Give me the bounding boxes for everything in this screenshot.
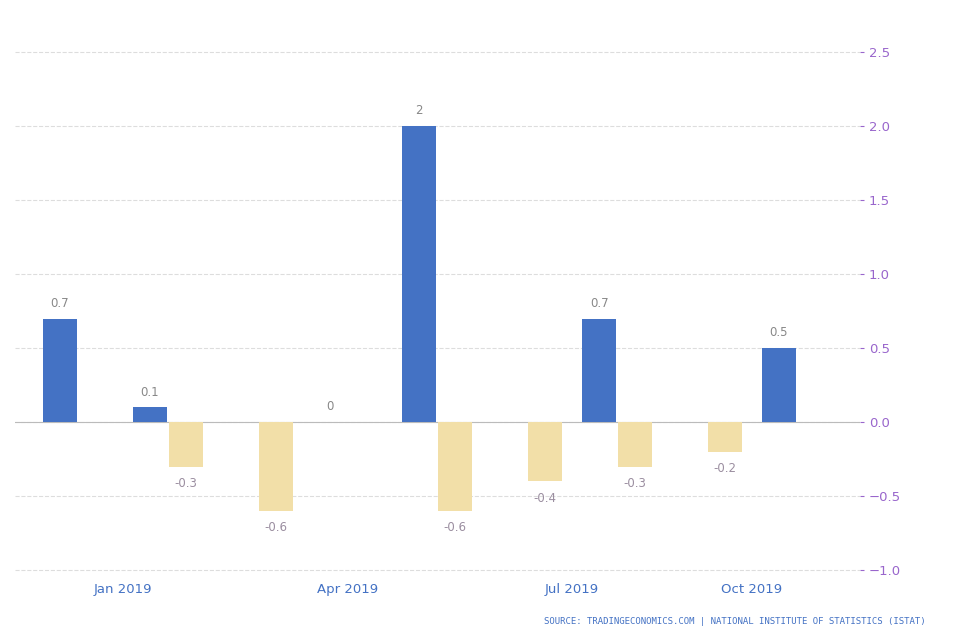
Bar	[437, 422, 472, 511]
Bar	[528, 422, 561, 481]
Text: -0.3: -0.3	[623, 477, 646, 490]
Text: SOURCE: TRADINGECONOMICS.COM | NATIONAL INSTITUTE OF STATISTICS (ISTAT): SOURCE: TRADINGECONOMICS.COM | NATIONAL …	[543, 618, 924, 626]
Bar	[618, 422, 652, 467]
Bar	[258, 422, 293, 511]
Text: 2: 2	[416, 104, 423, 117]
Bar	[581, 319, 616, 422]
Bar	[760, 348, 795, 422]
Text: -0.6: -0.6	[264, 522, 287, 534]
Text: -0.4: -0.4	[533, 492, 557, 505]
Text: -0.6: -0.6	[443, 522, 466, 534]
Text: 0.7: 0.7	[51, 296, 70, 310]
Text: 0: 0	[326, 400, 333, 413]
Bar	[402, 126, 436, 422]
Text: -0.3: -0.3	[174, 477, 197, 490]
Bar	[707, 422, 741, 452]
Bar	[43, 319, 77, 422]
Bar	[169, 422, 203, 467]
Text: 0.5: 0.5	[769, 326, 787, 339]
Text: 0.1: 0.1	[140, 385, 159, 399]
Text: -0.2: -0.2	[713, 462, 736, 475]
Text: 0.7: 0.7	[589, 296, 608, 310]
Bar	[132, 408, 167, 422]
